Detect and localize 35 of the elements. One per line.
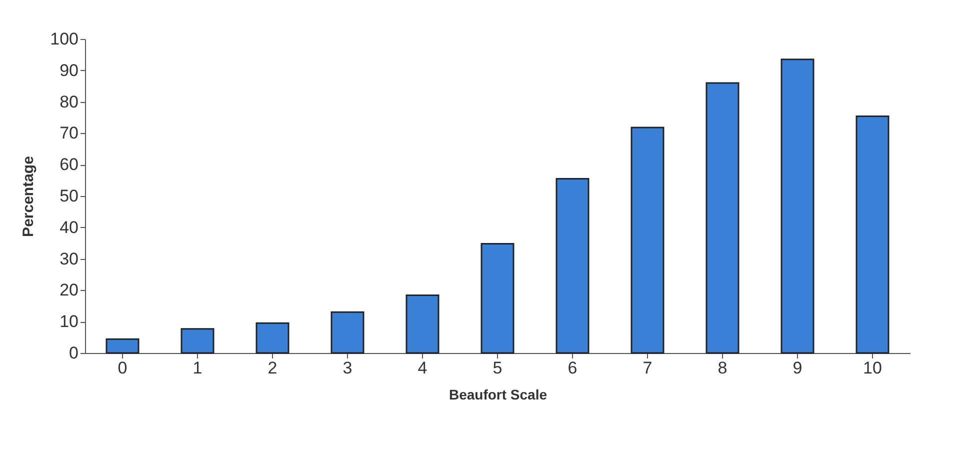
bar (180, 328, 214, 354)
y-tick-label: 30 (60, 249, 78, 268)
bar (106, 338, 140, 354)
y-tick-label: 60 (60, 155, 78, 174)
bar (330, 311, 364, 354)
bar (780, 58, 814, 354)
bar (406, 294, 440, 354)
bar (630, 126, 664, 354)
y-tick-label: 20 (60, 280, 78, 300)
x-tick-label: 6 (568, 358, 578, 378)
bar (706, 82, 740, 354)
x-axis-title: Beaufort Scale (448, 386, 548, 402)
bar (556, 178, 590, 354)
bar (480, 242, 514, 354)
x-tick-label: 7 (642, 358, 652, 378)
bar (256, 322, 290, 354)
bar (856, 115, 890, 354)
y-tick-label: 70 (60, 124, 78, 143)
x-tick-label: 4 (418, 358, 428, 378)
y-tick-label: 0 (69, 344, 78, 362)
x-tick-label: 0 (118, 358, 128, 378)
y-tick-label: 10 (60, 312, 78, 332)
x-tick-label: 8 (718, 358, 728, 378)
x-tick-label: 2 (268, 358, 278, 378)
x-tick-label: 9 (792, 358, 802, 378)
y-tick-label: 80 (60, 92, 78, 112)
x-tick-label: 3 (342, 358, 352, 378)
x-tick-label: 5 (492, 358, 502, 378)
y-tick-label: 40 (60, 218, 78, 237)
x-tick-label: 1 (192, 358, 202, 378)
y-axis-title: Percentage (20, 156, 38, 237)
y-tick-label: 50 (60, 186, 78, 206)
x-tick-label: 10 (863, 358, 882, 378)
y-tick-label: 100 (50, 30, 78, 48)
y-tick-label: 90 (60, 60, 78, 80)
